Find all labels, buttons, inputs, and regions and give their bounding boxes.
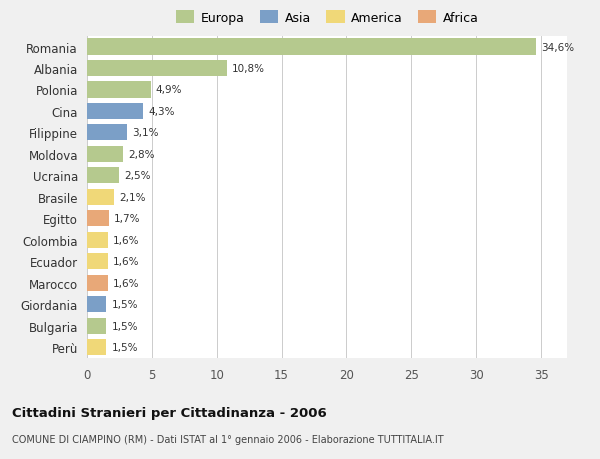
Text: 10,8%: 10,8% bbox=[232, 64, 265, 74]
Text: 1,6%: 1,6% bbox=[113, 278, 139, 288]
Text: 1,5%: 1,5% bbox=[112, 321, 138, 331]
Text: 1,5%: 1,5% bbox=[112, 342, 138, 353]
Bar bbox=[87, 146, 124, 162]
Text: COMUNE DI CIAMPINO (RM) - Dati ISTAT al 1° gennaio 2006 - Elaborazione TUTTITALI: COMUNE DI CIAMPINO (RM) - Dati ISTAT al … bbox=[12, 434, 443, 444]
Bar bbox=[87, 168, 119, 184]
Bar bbox=[87, 297, 106, 313]
Bar bbox=[87, 125, 127, 141]
Bar bbox=[87, 82, 151, 98]
Bar bbox=[87, 39, 536, 56]
Text: 2,8%: 2,8% bbox=[128, 150, 155, 160]
Bar bbox=[87, 318, 106, 334]
Text: 4,3%: 4,3% bbox=[148, 106, 175, 117]
Text: 34,6%: 34,6% bbox=[541, 42, 574, 52]
Text: 1,7%: 1,7% bbox=[114, 214, 141, 224]
Bar bbox=[87, 211, 109, 227]
Text: 4,9%: 4,9% bbox=[156, 85, 182, 95]
Bar bbox=[87, 275, 108, 291]
Legend: Europa, Asia, America, Africa: Europa, Asia, America, Africa bbox=[173, 9, 481, 27]
Bar bbox=[87, 232, 108, 248]
Text: 1,6%: 1,6% bbox=[113, 235, 139, 245]
Text: 3,1%: 3,1% bbox=[133, 128, 159, 138]
Bar bbox=[87, 253, 108, 269]
Text: 2,1%: 2,1% bbox=[119, 192, 146, 202]
Text: 2,5%: 2,5% bbox=[125, 171, 151, 181]
Bar bbox=[87, 339, 106, 355]
Text: 1,6%: 1,6% bbox=[113, 257, 139, 267]
Bar bbox=[87, 104, 143, 120]
Text: 1,5%: 1,5% bbox=[112, 299, 138, 309]
Bar bbox=[87, 189, 114, 205]
Text: Cittadini Stranieri per Cittadinanza - 2006: Cittadini Stranieri per Cittadinanza - 2… bbox=[12, 406, 327, 419]
Bar bbox=[87, 61, 227, 77]
